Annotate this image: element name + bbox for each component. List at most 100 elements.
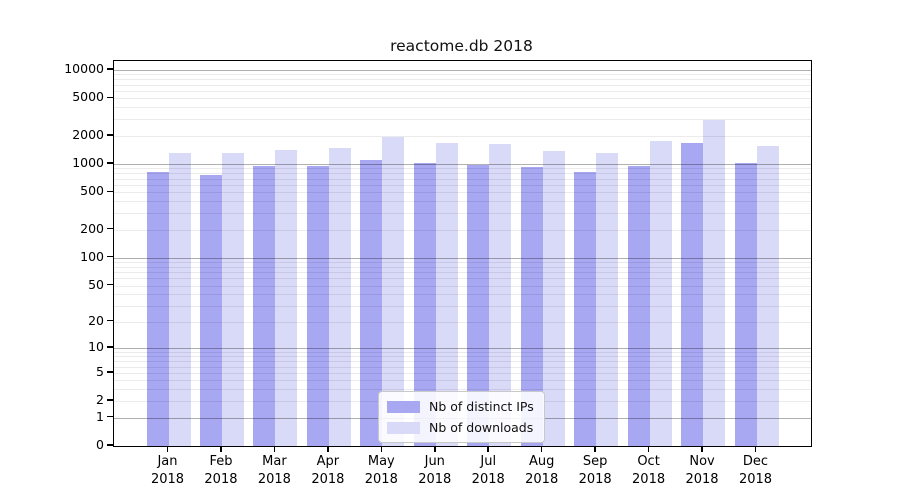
legend-item-distinct-ips: Nb of distinct IPs bbox=[387, 398, 534, 415]
bar-downloads-nov bbox=[703, 119, 726, 446]
gridline-minor bbox=[114, 356, 811, 358]
bar-distinct-ips-may bbox=[360, 159, 383, 446]
bar-downloads-mar bbox=[275, 149, 298, 446]
bar-distinct-ips-jul bbox=[467, 164, 490, 446]
gridline-major bbox=[114, 348, 811, 350]
x-tick-label-aug: Aug 2018 bbox=[525, 454, 559, 487]
x-tick-mark bbox=[380, 446, 383, 452]
y-tick-mark bbox=[107, 371, 113, 373]
y-tick-mark bbox=[107, 415, 113, 418]
y-tick-mark bbox=[107, 190, 113, 193]
y-tick-mark bbox=[107, 162, 113, 164]
y-tick-label: 50 bbox=[88, 276, 104, 292]
gridline-minor bbox=[114, 352, 811, 354]
gridline-minor bbox=[114, 285, 811, 287]
y-tick-mark bbox=[107, 134, 113, 136]
gridline-minor bbox=[114, 107, 811, 109]
gridline-minor bbox=[114, 372, 811, 374]
x-tick-mark bbox=[166, 446, 169, 452]
x-tick-label-oct: Oct 2018 bbox=[632, 454, 666, 487]
bar-downloads-sep bbox=[596, 152, 619, 446]
gridline-minor bbox=[114, 366, 811, 368]
x-tick-label-feb: Feb 2018 bbox=[204, 454, 238, 487]
x-tick-mark bbox=[647, 446, 650, 452]
legend-item-downloads: Nb of downloads bbox=[387, 419, 534, 436]
bar-downloads-may bbox=[382, 136, 405, 446]
bar-downloads-jul bbox=[489, 144, 512, 446]
bar-distinct-ips-apr bbox=[306, 165, 329, 446]
x-tick-mark bbox=[487, 446, 489, 452]
bar-downloads-oct bbox=[649, 140, 672, 446]
gridline-minor bbox=[114, 119, 811, 121]
x-tick-label-may: May 2018 bbox=[364, 454, 398, 487]
y-tick-label: 10000 bbox=[64, 61, 104, 77]
y-tick-label: 5000 bbox=[72, 89, 104, 105]
y-tick-label: 5 bbox=[96, 363, 104, 379]
gridline-major bbox=[114, 257, 811, 259]
gridline-minor bbox=[114, 178, 811, 180]
gridline-minor bbox=[114, 192, 811, 194]
legend-label-distinct-ips: Nb of distinct IPs bbox=[429, 399, 534, 414]
gridline-minor bbox=[114, 380, 811, 382]
gridline-minor bbox=[114, 229, 811, 231]
y-tick-label: 2000 bbox=[72, 126, 104, 142]
x-tick-mark bbox=[434, 446, 436, 452]
y-tick-mark bbox=[107, 319, 113, 322]
y-tick-mark bbox=[107, 68, 113, 70]
y-tick-mark bbox=[107, 255, 113, 258]
y-tick-mark bbox=[107, 346, 113, 348]
bar-distinct-ips-nov bbox=[681, 143, 704, 446]
x-tick-label-apr: Apr 2018 bbox=[311, 454, 345, 487]
plot-area bbox=[113, 60, 812, 447]
gridline-minor bbox=[114, 321, 811, 323]
bar-downloads-dec bbox=[756, 145, 779, 446]
gridline-minor bbox=[114, 389, 811, 391]
y-tick-label: 200 bbox=[80, 220, 104, 236]
y-tick-mark bbox=[107, 444, 113, 446]
gridline-minor bbox=[114, 201, 811, 203]
bar-downloads-aug bbox=[542, 151, 565, 446]
gridline-minor bbox=[114, 168, 811, 170]
gridline-minor bbox=[114, 294, 811, 296]
gridline-major bbox=[114, 70, 811, 72]
legend: Nb of distinct IPs Nb of downloads bbox=[378, 391, 545, 443]
bar-distinct-ips-aug bbox=[520, 167, 543, 446]
gridline-minor bbox=[114, 305, 811, 307]
y-tick-label: 10 bbox=[88, 339, 104, 355]
x-tick-label-nov: Nov 2018 bbox=[685, 454, 719, 487]
gridline-minor bbox=[114, 213, 811, 215]
gridline-minor bbox=[114, 79, 811, 81]
x-tick-label-jun: Jun 2018 bbox=[418, 454, 452, 487]
gridline-major bbox=[114, 164, 811, 166]
bar-distinct-ips-oct bbox=[627, 165, 650, 446]
bar-downloads-apr bbox=[328, 147, 351, 446]
gridline-minor bbox=[114, 278, 811, 280]
legend-label-downloads: Nb of downloads bbox=[429, 420, 534, 435]
bar-distinct-ips-mar bbox=[253, 165, 276, 446]
bar-distinct-ips-feb bbox=[199, 174, 222, 446]
y-tick-label: 2 bbox=[96, 392, 104, 408]
y-tick-mark bbox=[107, 227, 113, 230]
legend-swatch-downloads bbox=[387, 421, 420, 434]
bar-distinct-ips-dec bbox=[734, 162, 757, 446]
gridline-minor bbox=[114, 272, 811, 274]
x-tick-mark bbox=[701, 446, 703, 452]
x-tick-label-mar: Mar 2018 bbox=[257, 454, 291, 487]
gridline-minor bbox=[114, 98, 811, 100]
bar-distinct-ips-jun bbox=[413, 162, 436, 446]
gridline-minor bbox=[114, 266, 811, 268]
bar-downloads-feb bbox=[221, 153, 244, 446]
bar-downloads-jan bbox=[168, 153, 191, 446]
y-tick-label: 1000 bbox=[72, 155, 104, 171]
bar-distinct-ips-jan bbox=[146, 171, 169, 446]
y-tick-label: 0 bbox=[96, 437, 104, 452]
gridline-minor bbox=[114, 84, 811, 86]
x-tick-mark bbox=[327, 446, 329, 452]
bar-distinct-ips-sep bbox=[574, 171, 597, 446]
x-tick-mark bbox=[754, 446, 757, 452]
y-tick-label: 1 bbox=[96, 408, 104, 424]
gridline-minor bbox=[114, 261, 811, 263]
bar-downloads-jun bbox=[435, 143, 458, 446]
gridline-minor bbox=[114, 173, 811, 175]
